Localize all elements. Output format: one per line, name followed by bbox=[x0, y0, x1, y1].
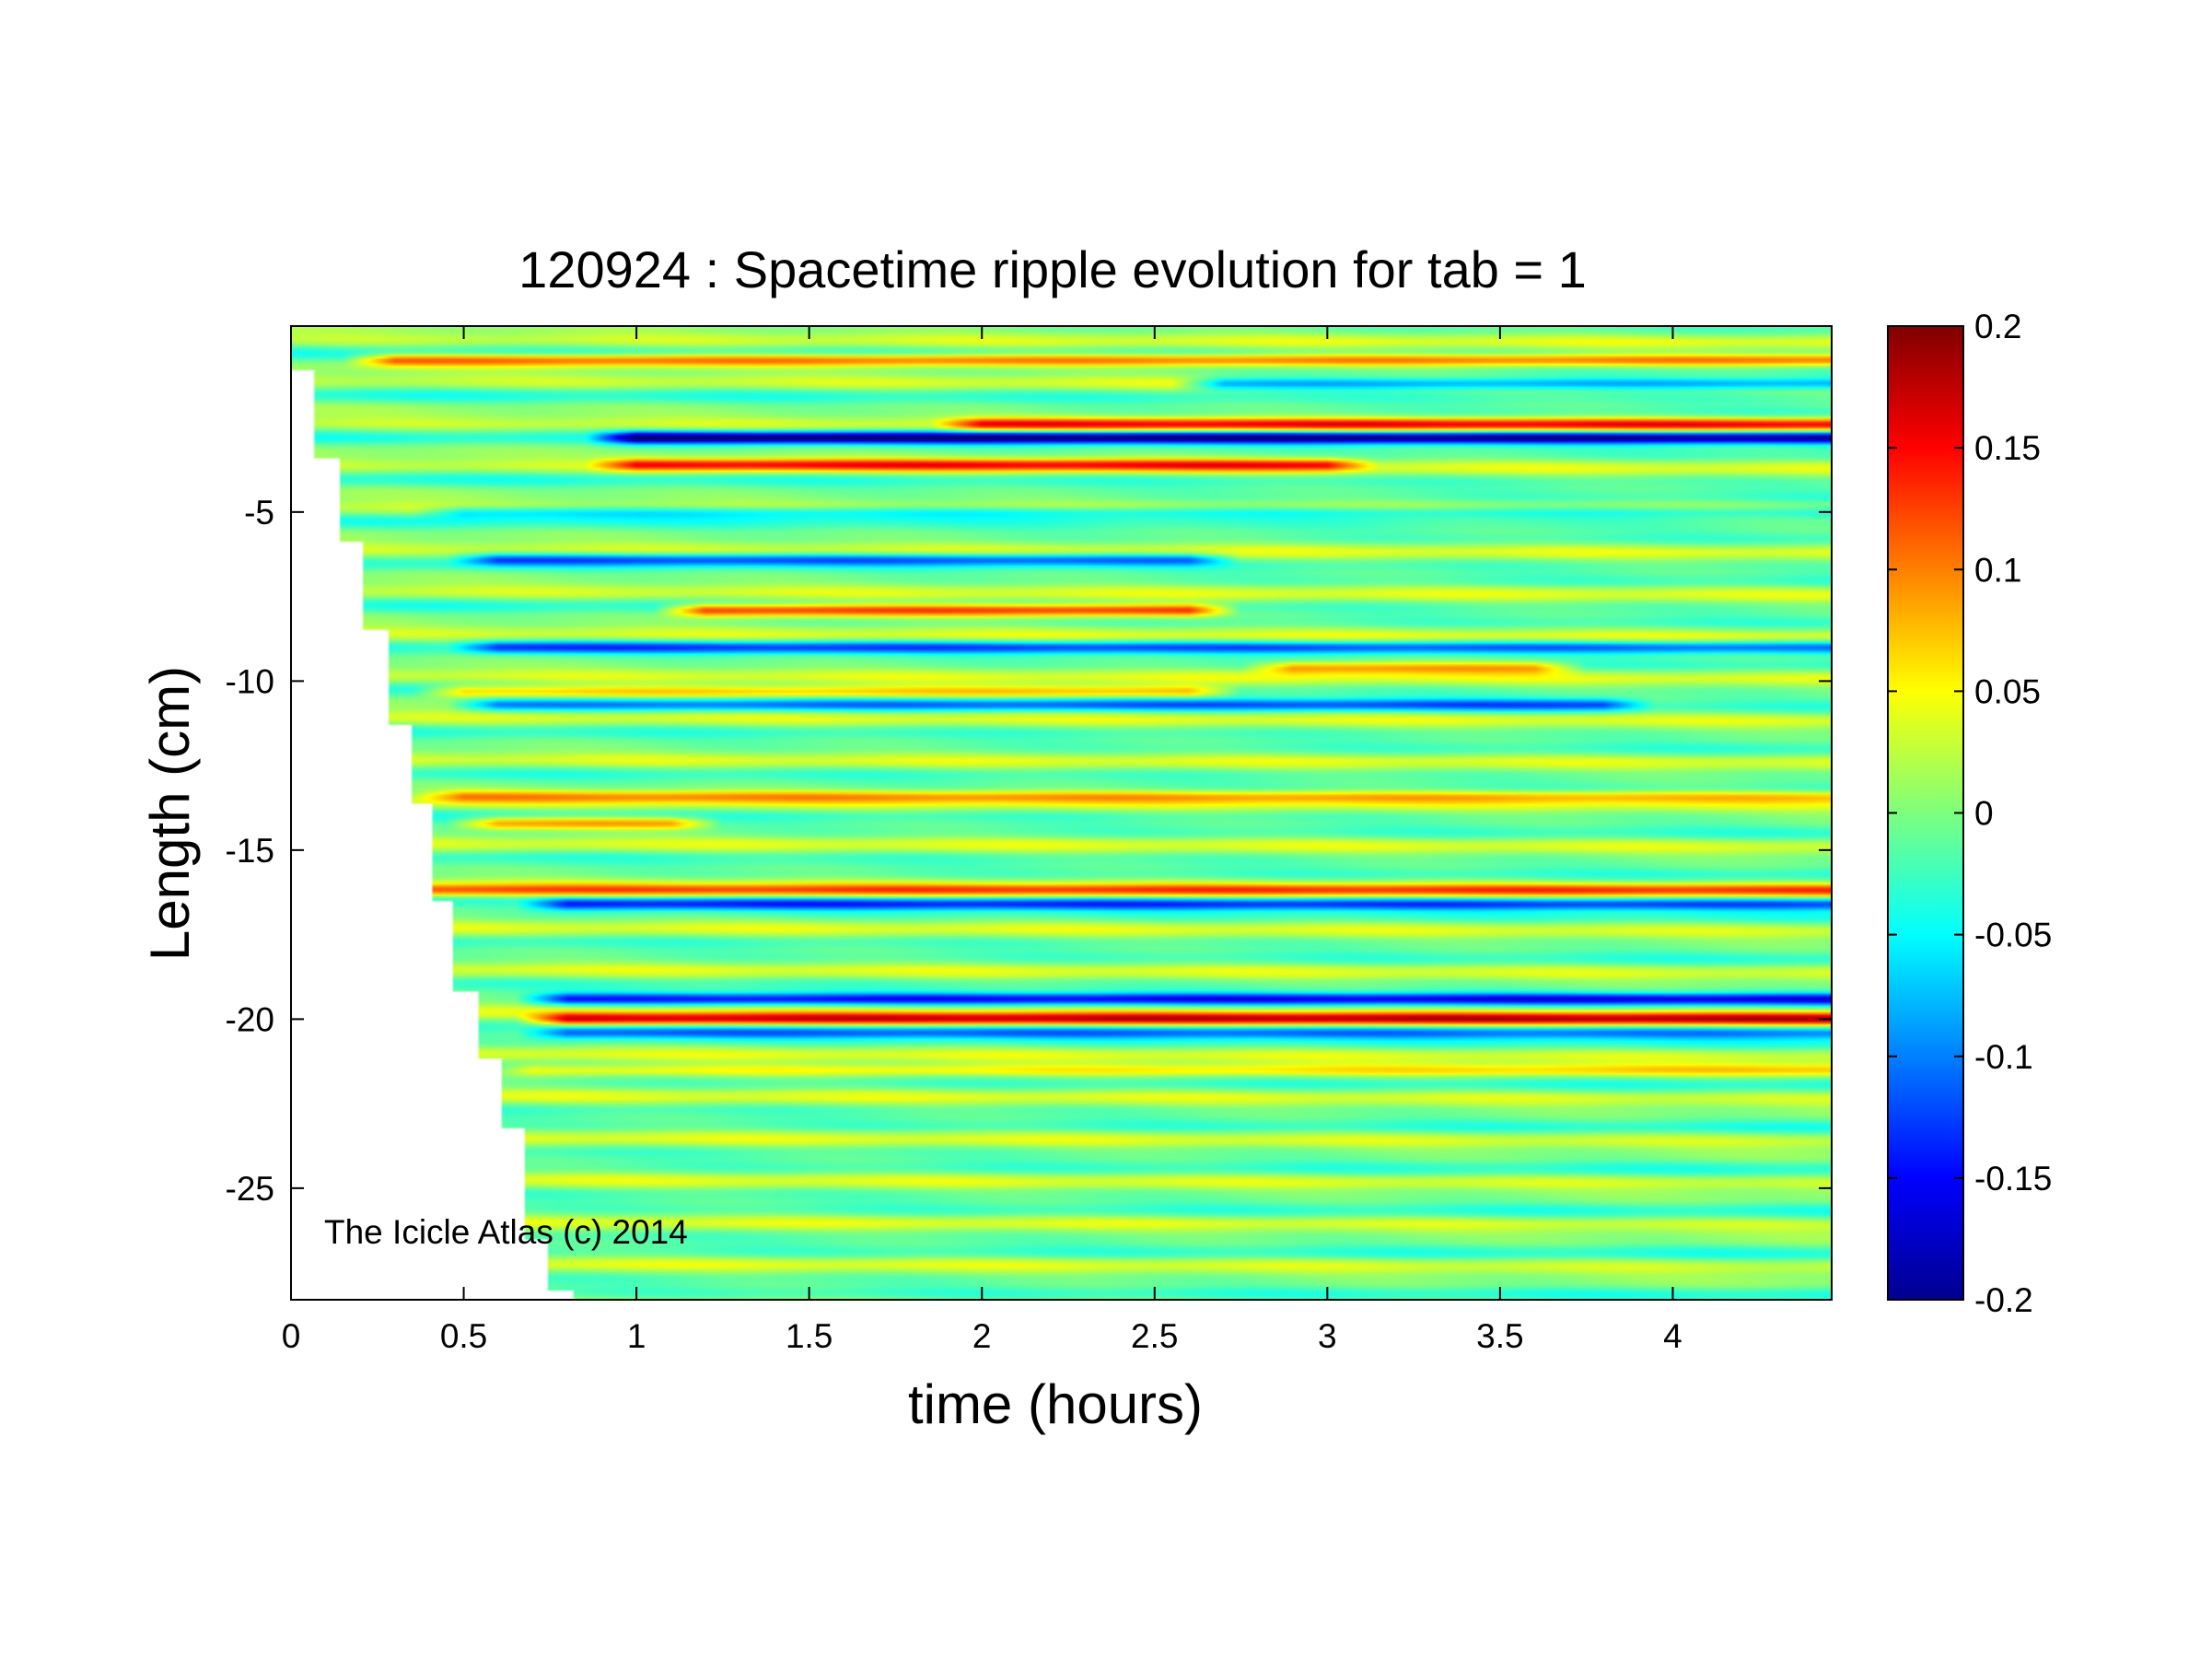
colorbar-tick-label: 0.1 bbox=[1974, 551, 2021, 589]
colorbar-tick-label: -0.15 bbox=[1974, 1160, 2052, 1198]
y-tick-label: -10 bbox=[226, 662, 274, 700]
y-tick-label: -20 bbox=[226, 1000, 274, 1038]
colorbar-gradient bbox=[1887, 325, 1964, 1301]
colorbar-ticks: 0.2 0.15 0.1 0.05 0 -0.05 -0.1 -0.15 -0.2 bbox=[1888, 308, 2052, 1319]
x-tick-label: 4 bbox=[1663, 1317, 1682, 1355]
x-tick-label: 1 bbox=[627, 1317, 646, 1355]
x-axis: 0 0.5 1 1.5 2 2.5 3 3.5 4 bbox=[282, 326, 1682, 1355]
x-tick-label: 3.5 bbox=[1476, 1317, 1523, 1355]
x-tick-label: 1.5 bbox=[786, 1317, 832, 1355]
x-tick-label: 2 bbox=[972, 1317, 992, 1355]
x-axis-label: time (hours) bbox=[908, 1373, 1203, 1435]
x-tick-label: 3 bbox=[1318, 1317, 1337, 1355]
x-tick-label: 0.5 bbox=[440, 1317, 487, 1355]
colorbar-tick-label: 0.15 bbox=[1974, 429, 2041, 467]
x-tick-label: 0 bbox=[282, 1317, 301, 1355]
heatmap-area bbox=[291, 326, 1832, 1300]
colorbar-tick-label: 0.05 bbox=[1974, 672, 2041, 710]
colorbar-tick-label: 0.2 bbox=[1974, 308, 2021, 345]
y-tick-label: -25 bbox=[226, 1170, 274, 1208]
y-tick-label: -15 bbox=[226, 832, 274, 870]
y-axis: -5 -10 -15 -20 -25 bbox=[226, 494, 1832, 1208]
chart-title: 120924 : Spacetime ripple evolution for … bbox=[518, 240, 1587, 298]
colorbar-tick-label: -0.05 bbox=[1974, 917, 2052, 954]
x-tick-label: 2.5 bbox=[1131, 1317, 1178, 1355]
plot-frame bbox=[290, 325, 1833, 1301]
copyright-annotation: The Icicle Atlas (c) 2014 bbox=[324, 1213, 688, 1251]
y-tick-label: -5 bbox=[244, 494, 274, 532]
colorbar-tick-label: -0.2 bbox=[1974, 1281, 2033, 1319]
colorbar-tick-label: -0.1 bbox=[1974, 1038, 2033, 1076]
heatmap-image bbox=[291, 326, 1832, 1300]
colorbar: 0.2 0.15 0.1 0.05 0 -0.05 -0.1 -0.15 -0.2 bbox=[1887, 308, 2052, 1319]
colorbar-tick-label: 0 bbox=[1974, 795, 1994, 833]
y-axis-label: Length (cm) bbox=[139, 666, 201, 961]
